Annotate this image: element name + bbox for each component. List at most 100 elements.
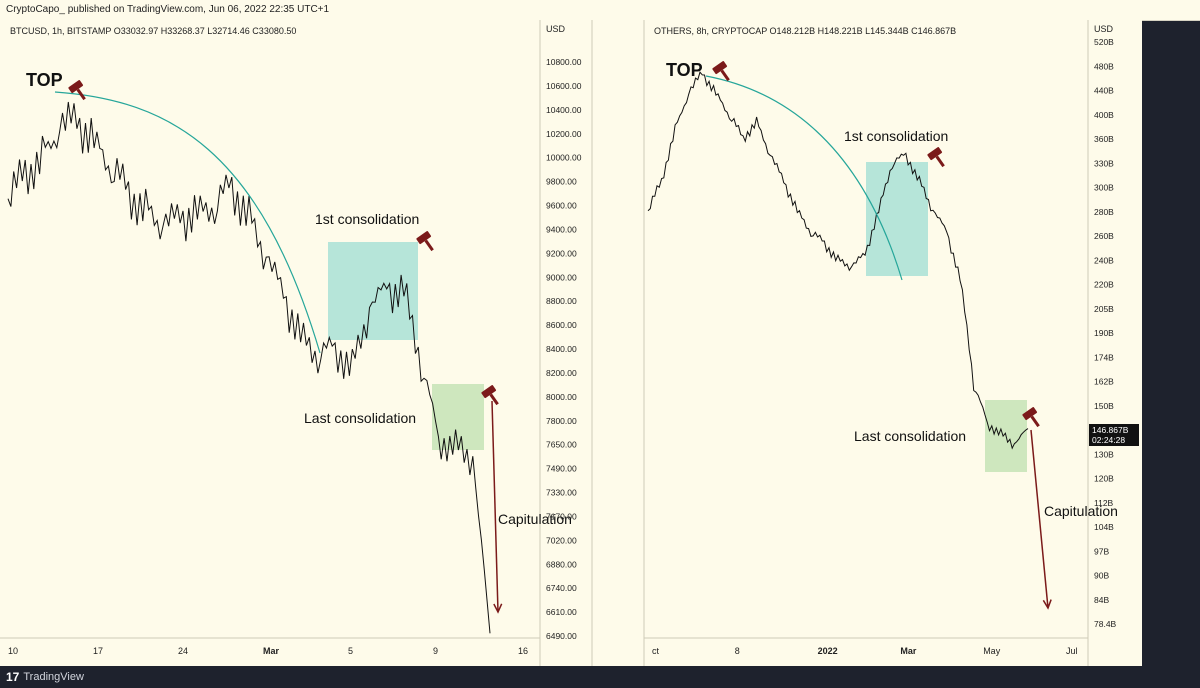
- first-consolidation-label-1: 1st consolidation: [844, 128, 948, 144]
- first-consolidation-box-0: [328, 242, 418, 340]
- capitulation-arrow-0: [491, 400, 499, 613]
- y-tick-label: 7800.00: [546, 416, 577, 426]
- capitulation-label-1: Capitulation: [1044, 503, 1118, 519]
- countdown-label: 02:24:28: [1092, 435, 1125, 445]
- y-tick-label: 130B: [1094, 449, 1114, 459]
- y-tick-label: 8400.00: [546, 344, 577, 354]
- top-gavel-icon-0: [68, 80, 86, 101]
- y-tick-label: 190B: [1094, 328, 1114, 338]
- y-tick-label: 112B: [1094, 498, 1114, 508]
- top-gavel-icon-1-handle: [720, 69, 730, 82]
- charts-area: BTCUSD, 1h, BITSTAMP O33032.97 H33268.37…: [0, 20, 1142, 666]
- y-tick-label: 7330.00: [546, 488, 577, 498]
- y-tick-label: 7170.00: [546, 511, 577, 521]
- y-tick-label: 174B: [1094, 352, 1114, 362]
- last-gavel-icon-1-handle: [1030, 415, 1040, 428]
- y-tick-label: 162B: [1094, 377, 1114, 387]
- y-tick-label: 84B: [1094, 595, 1109, 605]
- y-tick-label: 10200.00: [546, 129, 582, 139]
- published-info: CryptoCapo_ published on TradingView.com…: [6, 4, 330, 15]
- x-tick-label: Jul: [1066, 646, 1078, 656]
- last-gavel-icon-0-handle: [489, 393, 499, 406]
- y-tick-label: 10600.00: [546, 81, 582, 91]
- x-tick-label: May: [983, 646, 1001, 656]
- top-arc-curve-0: [54, 91, 321, 354]
- last-consolidation-label-0: Last consolidation: [304, 410, 416, 426]
- brand-name[interactable]: TradingView: [23, 671, 84, 683]
- y-tick-label: 6610.00: [546, 607, 577, 617]
- first-consolidation-label-0: 1st consolidation: [315, 211, 419, 227]
- x-tick-label: Mar: [263, 646, 280, 656]
- y-tick-label: 10400.00: [546, 105, 582, 115]
- last-gavel-icon-0-head: [481, 385, 497, 399]
- y-tick-label: 10800.00: [546, 57, 582, 67]
- capitulation-arrowhead-0: [493, 603, 503, 614]
- currency-label-1: USD: [1094, 24, 1114, 34]
- x-tick-label: ct: [652, 646, 660, 656]
- tradingview-logo-icon[interactable]: 17: [6, 670, 20, 684]
- top-gavel-icon-0-handle: [76, 88, 86, 101]
- y-tick-label: 7490.00: [546, 464, 577, 474]
- y-tick-label: 9400.00: [546, 224, 577, 234]
- panel-gap: [592, 20, 644, 666]
- y-tick-label: 8200.00: [546, 368, 577, 378]
- y-tick-label: 260B: [1094, 231, 1114, 241]
- first-gavel-icon-1: [927, 147, 945, 168]
- first-gavel-icon-0: [416, 231, 434, 252]
- chart-panel-0: [0, 20, 592, 666]
- y-tick-label: 90B: [1094, 571, 1109, 581]
- y-tick-label: 205B: [1094, 304, 1114, 314]
- footer-bar: 17 TradingView: [0, 666, 1200, 688]
- y-tick-label: 330B: [1094, 158, 1114, 168]
- y-tick-label: 240B: [1094, 255, 1114, 265]
- header-bar: CryptoCapo_ published on TradingView.com…: [0, 0, 1200, 21]
- x-tick-label: 9: [433, 646, 438, 656]
- y-tick-label: 6740.00: [546, 583, 577, 593]
- x-tick-label: Mar: [900, 646, 917, 656]
- x-tick-label: 8: [735, 646, 740, 656]
- y-tick-label: 8600.00: [546, 320, 577, 330]
- y-tick-label: 9200.00: [546, 248, 577, 258]
- top-label-0: TOP: [26, 70, 63, 90]
- x-tick-label: 24: [178, 646, 188, 656]
- x-tick-label: 16: [518, 646, 528, 656]
- top-label-1: TOP: [666, 60, 703, 80]
- first-gavel-icon-1-handle: [935, 155, 945, 168]
- first-gavel-icon-1-head: [927, 147, 943, 161]
- y-tick-label: 7650.00: [546, 440, 577, 450]
- last-gavel-icon-1: [1022, 407, 1040, 428]
- first-gavel-icon-0-head: [416, 231, 432, 245]
- currency-label-0: USD: [546, 24, 566, 34]
- capitulation-arrowhead-1: [1042, 599, 1052, 610]
- x-tick-label: 5: [348, 646, 353, 656]
- first-gavel-icon-0-handle: [424, 239, 434, 252]
- y-tick-label: 280B: [1094, 207, 1114, 217]
- y-tick-label: 400B: [1094, 110, 1114, 120]
- y-tick-label: 520B: [1094, 37, 1114, 47]
- last-gavel-icon-0: [481, 385, 499, 406]
- x-tick-label: 10: [8, 646, 18, 656]
- price-series-line-1: [647, 71, 1029, 450]
- last-price-label: 146.867B: [1092, 425, 1129, 435]
- top-gavel-icon-0-head: [68, 80, 84, 94]
- last-price-tag: [1089, 424, 1139, 446]
- last-gavel-icon-1-head: [1022, 407, 1038, 421]
- y-tick-label: 8000.00: [546, 392, 577, 402]
- y-tick-label: 120B: [1094, 474, 1114, 484]
- y-tick-label: 6490.00: [546, 631, 577, 641]
- y-tick-label: 480B: [1094, 61, 1114, 71]
- y-tick-label: 78.4B: [1094, 619, 1117, 629]
- y-tick-label: 7020.00: [546, 535, 577, 545]
- y-tick-label: 150B: [1094, 401, 1114, 411]
- y-tick-label: 300B: [1094, 183, 1114, 193]
- y-tick-label: 104B: [1094, 522, 1114, 532]
- y-tick-label: 360B: [1094, 134, 1114, 144]
- y-tick-label: 440B: [1094, 86, 1114, 96]
- top-gavel-icon-1: [712, 61, 730, 82]
- first-consolidation-box-1: [866, 162, 928, 276]
- y-tick-label: 9000.00: [546, 272, 577, 282]
- y-tick-label: 9800.00: [546, 177, 577, 187]
- top-gavel-icon-1-head: [712, 61, 728, 75]
- y-tick-label: 9600.00: [546, 201, 577, 211]
- y-tick-label: 97B: [1094, 546, 1109, 556]
